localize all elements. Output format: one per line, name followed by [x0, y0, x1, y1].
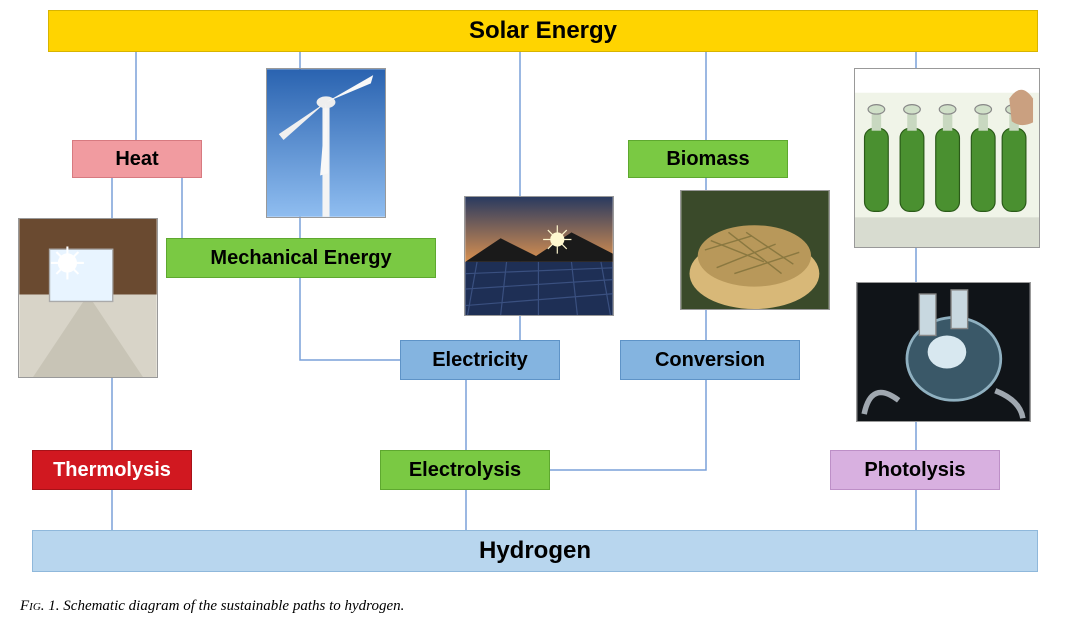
node-heat-label: Heat: [115, 148, 158, 171]
node-biomass-label: Biomass: [666, 148, 749, 171]
node-thermolysis-label: Thermolysis: [53, 459, 171, 482]
caption-prefix: Fig. 1.: [20, 598, 60, 614]
node-biomass: Biomass: [628, 140, 788, 178]
pv-panels-sunrise-image: [464, 196, 614, 316]
biomass-in-hand-image: [680, 190, 830, 310]
node-thermolysis: Thermolysis: [32, 450, 192, 490]
node-solar-label: Solar Energy: [469, 17, 617, 45]
node-electrolysis-label: Electrolysis: [409, 459, 521, 482]
algae-bioreactors-image: [854, 68, 1040, 248]
hydrogen-paths-diagram: Solar Energy Heat Mechanical Energy Biomass…: [0, 0, 1069, 595]
solar-heliostat-image: [18, 218, 158, 378]
node-mech: Mechanical Energy: [166, 238, 436, 278]
node-photolysis: Photolysis: [830, 450, 1000, 490]
wind-turbine-image: [266, 68, 386, 218]
photoelectrochem-cell-image: [856, 282, 1031, 422]
node-solar: Solar Energy: [48, 10, 1038, 52]
node-hydrogen: Hydrogen: [32, 530, 1038, 572]
node-hydrogen-label: Hydrogen: [479, 537, 591, 565]
node-electricity-label: Electricity: [432, 349, 528, 372]
caption-text: Schematic diagram of the sustainable pat…: [60, 598, 405, 614]
node-electricity: Electricity: [400, 340, 560, 380]
node-photolysis-label: Photolysis: [864, 459, 965, 482]
node-conversion-label: Conversion: [655, 349, 765, 372]
node-mech-label: Mechanical Energy: [210, 247, 391, 270]
node-heat: Heat: [72, 140, 202, 178]
node-conversion: Conversion: [620, 340, 800, 380]
node-electrolysis: Electrolysis: [380, 450, 550, 490]
figure-caption: Fig. 1. Schematic diagram of the sustain…: [20, 598, 404, 615]
